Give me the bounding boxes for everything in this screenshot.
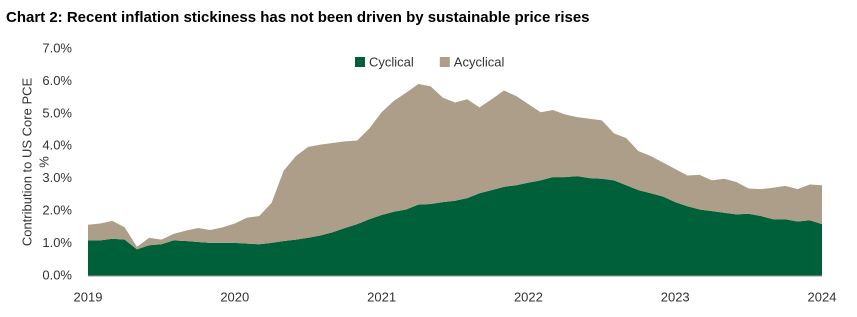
legend-label: Cyclical (369, 54, 414, 69)
chart-title: Chart 2: Recent inflation stickiness has… (6, 9, 590, 26)
y-axis-label: Contribution to US Core PCE (19, 77, 34, 246)
legend-swatch (439, 57, 450, 67)
area (88, 84, 822, 250)
y-tick-label: 4.0% (42, 138, 72, 153)
x-tick-label: 2019 (74, 289, 103, 304)
legend-swatch (355, 57, 365, 67)
y-tick-label: 1.0% (42, 235, 72, 250)
x-tick-label: 2022 (514, 289, 543, 304)
area (88, 176, 822, 276)
y-axis-label: % (36, 156, 51, 168)
x-tick-label: 2023 (661, 289, 690, 304)
y-tick-label: 0.0% (42, 267, 72, 282)
y-tick-label: 3.0% (42, 170, 72, 185)
x-tick-label: 2021 (367, 289, 396, 304)
x-tick-label: 2024 (808, 289, 837, 304)
y-tick-label: 5.0% (42, 105, 72, 120)
x-tick-label: 2020 (220, 289, 249, 304)
y-tick-label: 6.0% (42, 73, 72, 88)
legend-label: Acyclical (454, 54, 505, 69)
y-tick-label: 2.0% (42, 203, 72, 218)
y-tick-label: 7.0% (42, 40, 72, 55)
